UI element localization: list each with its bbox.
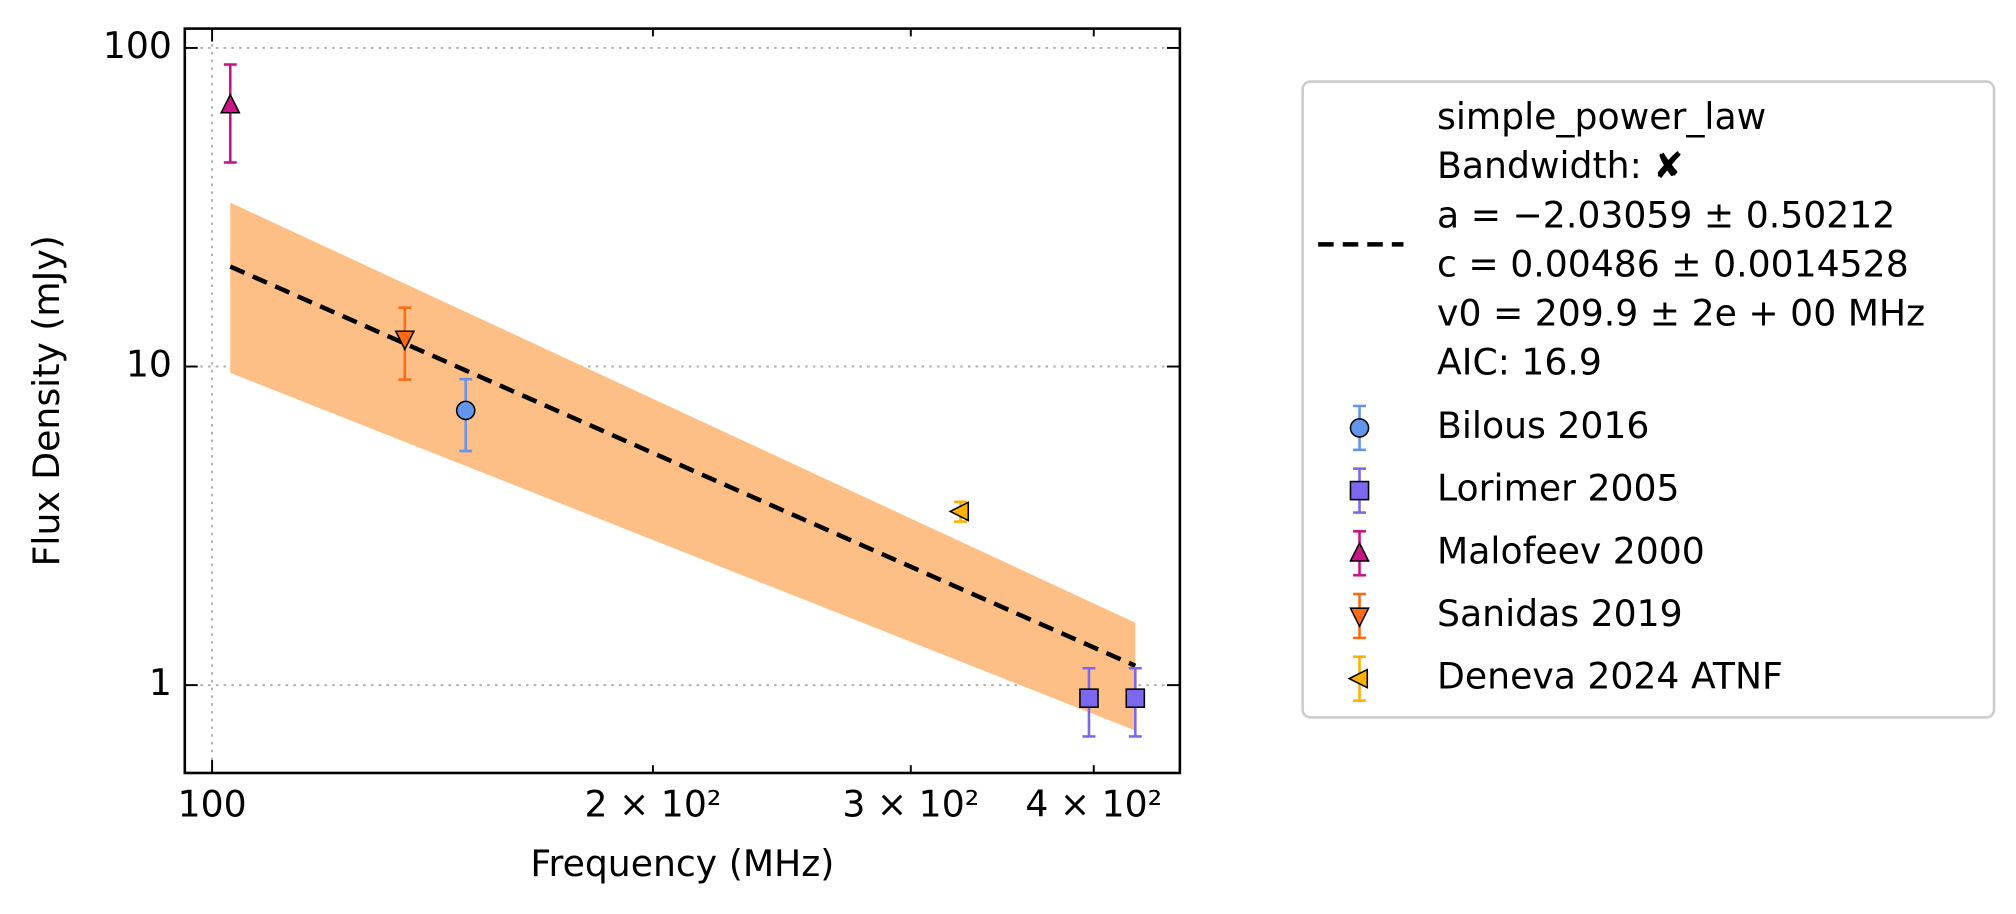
point xyxy=(1349,480,1370,501)
legend-fit-label: simple_power_law xyxy=(1437,95,1766,138)
legend-label: Sanidas 2019 xyxy=(1437,592,1683,635)
point xyxy=(1349,418,1370,438)
legend-label: Bilous 2016 xyxy=(1437,404,1649,447)
legend-fit-label: a = −2.03059 ± 0.50212 xyxy=(1437,193,1895,236)
point xyxy=(219,92,241,114)
point xyxy=(1347,668,1369,689)
x-tick-label: 3 × 10² xyxy=(842,783,979,826)
point xyxy=(1125,688,1146,708)
x-tick-label: 4 × 10² xyxy=(1025,783,1162,826)
legend-fit-label: Bandwidth: ✘ xyxy=(1437,144,1684,187)
y-axis-label: Flux Density (mJy) xyxy=(25,235,68,566)
plot-frame xyxy=(183,27,1182,775)
point xyxy=(1349,607,1370,629)
y-tick-label: 1 xyxy=(149,661,172,704)
point xyxy=(1079,688,1099,708)
point xyxy=(948,501,970,522)
legend-fit-label: v0 = 209.9 ± 2e + 00 MHz xyxy=(1437,291,1925,334)
legend-fit-label: AIC: 16.9 xyxy=(1437,341,1602,384)
legend-frame xyxy=(1301,80,1996,719)
point xyxy=(394,330,416,352)
x-axis-label: Frequency (MHz) xyxy=(530,842,834,885)
x-tick-label: 100 xyxy=(178,783,247,826)
point xyxy=(1349,541,1370,562)
legend-fit-label: c = 0.00486 ± 0.0014528 xyxy=(1437,242,1909,285)
legend-label: Deneva 2024 ATNF xyxy=(1437,655,1783,698)
legend-label: Malofeev 2000 xyxy=(1437,529,1705,572)
legend-label: Lorimer 2005 xyxy=(1437,467,1679,510)
x-tick-label: 2 × 10² xyxy=(584,783,721,826)
y-tick-label: 100 xyxy=(103,24,172,67)
point xyxy=(455,400,476,421)
fit-line xyxy=(229,264,1137,668)
y-tick-label: 10 xyxy=(126,343,172,386)
